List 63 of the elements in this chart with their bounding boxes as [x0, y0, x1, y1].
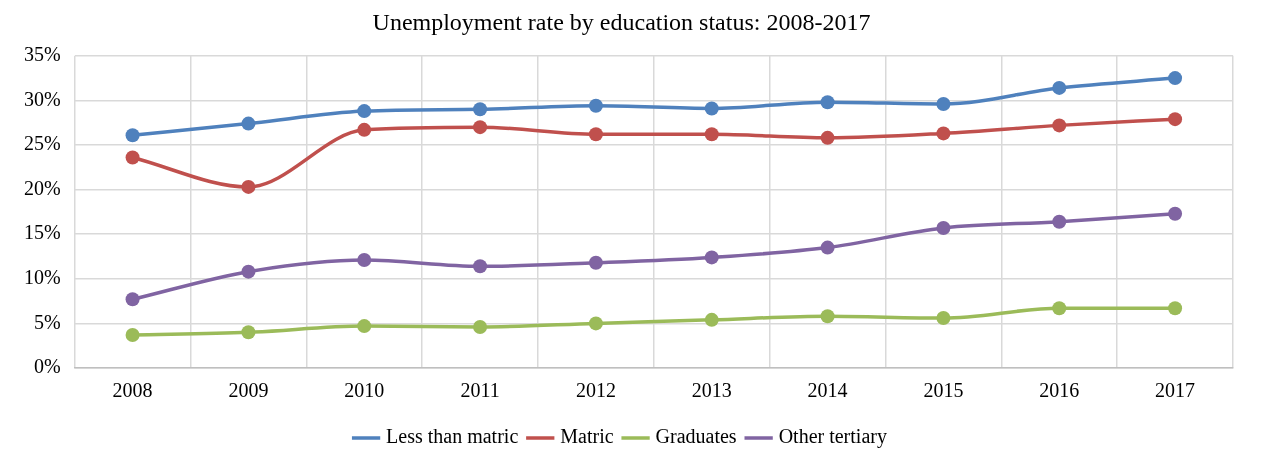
point [125, 292, 140, 307]
point [473, 102, 488, 117]
y-tick-label: 0% [33, 355, 61, 378]
point [473, 319, 488, 334]
point [125, 328, 140, 342]
x-tick-label: 2008 [112, 379, 153, 402]
point [241, 325, 256, 340]
y-tick-label: 5% [33, 310, 61, 333]
point [1052, 301, 1067, 316]
legend-label: Matric [560, 425, 614, 448]
x-tick-label: 2017 [1155, 379, 1196, 402]
point [704, 127, 719, 142]
point [820, 309, 835, 324]
point [1168, 112, 1183, 127]
point [125, 150, 140, 165]
point [357, 319, 372, 334]
y-tick-label: 10% [23, 266, 61, 289]
point [820, 240, 835, 255]
point [588, 255, 603, 270]
y-tick-label: 35% [23, 43, 61, 66]
x-tick-label: 2013 [691, 379, 732, 402]
point [125, 128, 140, 143]
y-tick-label: 20% [23, 176, 61, 199]
point [704, 250, 719, 265]
point [241, 116, 256, 131]
point [1168, 206, 1183, 221]
point [936, 311, 951, 326]
point [473, 259, 488, 274]
chart-title: Unemployment rate by education status: 2008-2017 [372, 8, 871, 35]
x-tick-label: 2009 [228, 379, 269, 402]
y-tick-label: 25% [23, 132, 61, 155]
legend-label: Other tertiary [778, 425, 887, 449]
y-tick-label: 15% [23, 221, 61, 244]
x-tick-label: 2012 [575, 379, 616, 402]
point [588, 316, 603, 331]
x-tick-label: 2011 [460, 379, 500, 402]
point [357, 253, 372, 268]
point [588, 127, 603, 142]
point [241, 179, 256, 194]
x-tick-label: 2010 [344, 379, 385, 402]
point [820, 130, 835, 145]
point [704, 101, 719, 116]
legend-label: Less than matric [386, 425, 519, 448]
point [1052, 214, 1067, 229]
point [936, 96, 951, 111]
x-tick-label: 2015 [923, 379, 964, 402]
point [1168, 301, 1183, 316]
point [820, 95, 835, 110]
x-tick-label: 2016 [1039, 379, 1080, 402]
point [1052, 118, 1067, 133]
x-tick-label: 2014 [807, 379, 848, 402]
point [473, 120, 488, 135]
point [588, 98, 603, 113]
point [704, 312, 719, 327]
point [1052, 80, 1067, 95]
point [936, 220, 951, 235]
point [936, 126, 951, 141]
y-tick-label: 30% [23, 87, 61, 110]
point [241, 264, 256, 279]
point [357, 122, 372, 137]
point [357, 104, 372, 119]
legend-label: Graduates [655, 425, 737, 448]
point [1168, 71, 1183, 86]
